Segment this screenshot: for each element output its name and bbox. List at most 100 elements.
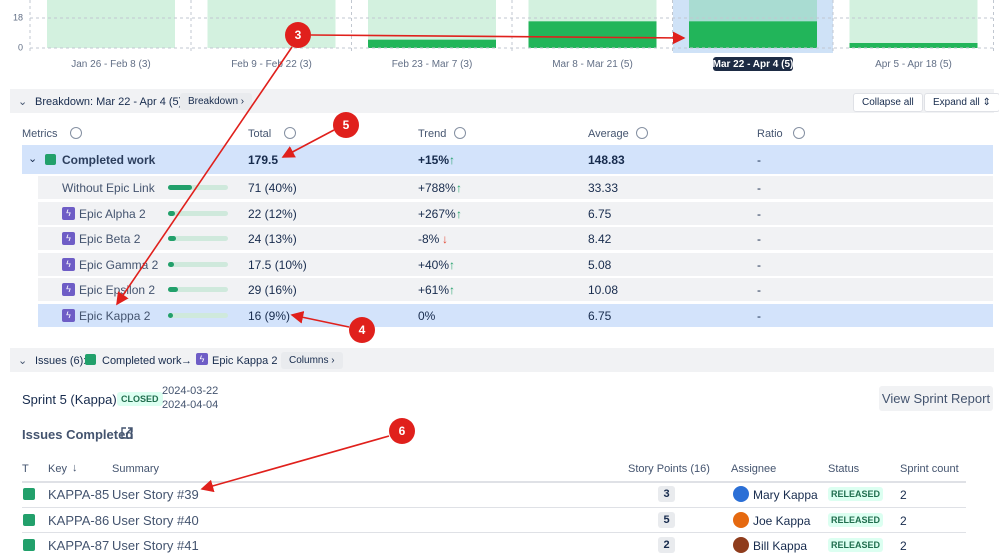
metric-name: Epic Kappa 2 bbox=[79, 309, 151, 323]
trend-arrow: ↑ bbox=[449, 153, 455, 167]
total: 22 (12%) bbox=[248, 206, 297, 221]
scope-bar bbox=[207, 0, 336, 48]
scope-bar bbox=[47, 0, 175, 48]
progress-track bbox=[168, 236, 228, 242]
progress-fill bbox=[168, 210, 176, 216]
issues-arrow: → bbox=[181, 355, 192, 367]
trend: -8% bbox=[418, 232, 440, 247]
issues-label: Issues (6): bbox=[35, 355, 87, 367]
chevron[interactable]: ⌄ bbox=[18, 96, 28, 108]
chevron[interactable]: ⌄ bbox=[18, 355, 28, 367]
info-icon bbox=[636, 127, 649, 139]
story-icon bbox=[23, 539, 35, 552]
external-link-icon[interactable] bbox=[120, 426, 134, 440]
story-points: 3 bbox=[658, 486, 675, 502]
column-header: T bbox=[22, 463, 29, 475]
info-icon bbox=[792, 127, 805, 139]
metric-row bbox=[38, 304, 993, 327]
status: RELEASED bbox=[828, 487, 884, 501]
avatar bbox=[733, 537, 749, 553]
columns-button[interactable]: Columns › bbox=[281, 352, 343, 369]
column-header: Sprint count bbox=[900, 463, 959, 475]
total: 71 (40%) bbox=[248, 181, 297, 195]
average: 10.08 bbox=[588, 283, 619, 298]
sort-arrow: ↓ bbox=[72, 462, 78, 474]
collapse-button[interactable]: Collapse all bbox=[853, 93, 923, 112]
assignee: Joe Kappa bbox=[753, 513, 811, 528]
total: 29 (16%) bbox=[248, 283, 297, 298]
story-points: 2 bbox=[658, 537, 675, 553]
epic-icon: ϟ bbox=[62, 232, 75, 246]
issues-title: Issues Completed bbox=[22, 427, 134, 442]
column-header: Key bbox=[48, 463, 67, 475]
trend-arrow: ↑ bbox=[456, 181, 462, 195]
header-line bbox=[22, 481, 966, 483]
epic-icon: ϟ bbox=[196, 353, 208, 365]
story-points: 5 bbox=[658, 511, 675, 528]
column-header: Ratio bbox=[757, 128, 783, 140]
group-name: Completed work bbox=[62, 153, 156, 167]
completed-bar bbox=[528, 21, 657, 48]
selected-label-bg bbox=[713, 57, 793, 71]
progress-fill bbox=[168, 185, 192, 190]
y-tick-label: 0 bbox=[18, 42, 23, 52]
issue-summary: User Story #39 bbox=[112, 487, 199, 502]
epic-icon: ϟ bbox=[62, 283, 75, 297]
metric-swatch bbox=[85, 354, 96, 365]
status: RELEASED bbox=[828, 538, 884, 553]
scope-bar bbox=[849, 0, 978, 48]
sprint-end: 2024-04-04 bbox=[162, 399, 219, 411]
info-icon bbox=[70, 127, 83, 139]
column-header: Summary bbox=[112, 463, 160, 475]
annotation-marker bbox=[389, 418, 415, 444]
sprint-name: Sprint 5 (Kappa) bbox=[22, 392, 117, 407]
sprint-start: 2024-03-22 bbox=[162, 385, 219, 397]
epic-icon: ϟ bbox=[62, 257, 75, 271]
metric-name: Epic Alpha 2 bbox=[79, 206, 146, 221]
sprint-count: 2 bbox=[900, 513, 907, 528]
average: 148.83 bbox=[588, 153, 625, 167]
epic-icon: ϟ bbox=[62, 206, 75, 220]
column-header: Trend bbox=[418, 128, 447, 140]
avatar bbox=[733, 511, 749, 528]
average: 5.08 bbox=[588, 257, 612, 272]
column-header: Assignee bbox=[731, 463, 777, 475]
breakdown-button[interactable]: Breakdown › bbox=[180, 93, 253, 110]
story-icon bbox=[23, 513, 35, 526]
issue-summary: User Story #41 bbox=[112, 538, 199, 553]
expand-button[interactable]: Expand all ⇕ bbox=[924, 93, 999, 112]
y-tick-label: 18 bbox=[13, 12, 23, 22]
issue-key: KAPPA-85 bbox=[48, 487, 110, 502]
trend-arrow: ↑ bbox=[456, 206, 462, 221]
total: 24 (13%) bbox=[248, 232, 297, 247]
progress-fill bbox=[168, 261, 174, 267]
trend: +61% bbox=[418, 283, 450, 298]
story-icon bbox=[23, 488, 35, 500]
issue-key: KAPPA-86 bbox=[48, 512, 110, 528]
x-tick-label: Mar 22 - Apr 4 (5) bbox=[713, 59, 794, 70]
x-tick-label: Jan 26 - Feb 8 (3) bbox=[71, 59, 150, 70]
trend-arrow: ↑ bbox=[449, 283, 455, 298]
sprint-report-button[interactable]: View Sprint Report bbox=[879, 386, 993, 411]
trend: 0% bbox=[418, 309, 436, 323]
completed-bar bbox=[849, 43, 978, 48]
issue-summary: User Story #40 bbox=[112, 512, 199, 528]
button-text: Expand all bbox=[933, 97, 980, 108]
sprint-count: 2 bbox=[900, 539, 907, 553]
info-icon bbox=[283, 127, 296, 139]
average: 6.75 bbox=[588, 206, 612, 221]
progress-track bbox=[168, 210, 228, 216]
average: 33.33 bbox=[588, 181, 619, 195]
column-header: Average bbox=[588, 128, 629, 140]
ratio: - bbox=[757, 232, 761, 247]
annotation-label: 6 bbox=[399, 424, 406, 438]
total: 16 (9%) bbox=[248, 309, 291, 323]
ratio: - bbox=[757, 309, 761, 323]
trend-arrow: ↑ bbox=[449, 257, 455, 272]
ratio: - bbox=[757, 181, 761, 195]
avatar bbox=[733, 486, 749, 502]
metric-name: Epic Epsilon 2 bbox=[79, 283, 156, 298]
annotation-label: 5 bbox=[343, 118, 350, 132]
sprint-chart: Jan 26 - Feb 8 (3) Feb 9 - Feb 22 (3) Feb … bbox=[13, 0, 994, 71]
average: 8.42 bbox=[588, 232, 612, 247]
